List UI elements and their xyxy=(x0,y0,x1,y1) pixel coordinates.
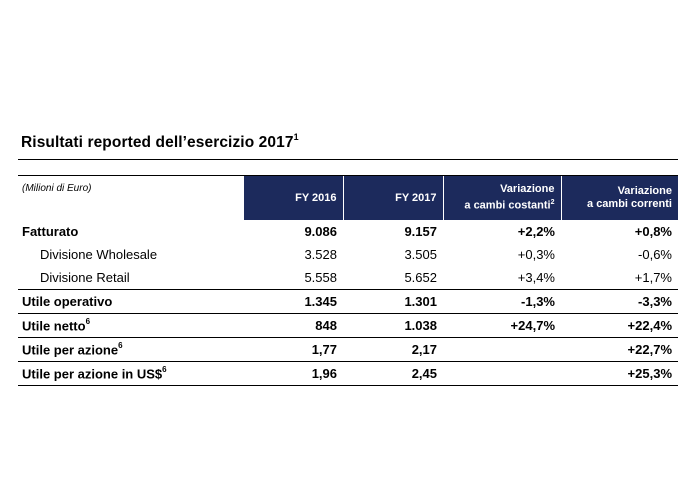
header-var-current: Variazione a cambi correnti xyxy=(560,176,678,220)
cell-var-current: +22,4% xyxy=(561,313,678,338)
cell-fy2017: 2,45 xyxy=(343,361,443,386)
header-var-constant-line2: a cambi costanti xyxy=(464,199,551,212)
row-name: Divisione Retail xyxy=(18,266,243,290)
row-name: Divisione Wholesale xyxy=(40,247,158,262)
header-fy2017: FY 2017 xyxy=(342,176,443,220)
table-row: Utile per azione in US$6 1,96 2,45 +25,3… xyxy=(18,361,678,386)
row-name: Utile operativo xyxy=(18,289,243,314)
cell-fy2016: 1.345 xyxy=(243,289,343,314)
cell-var-constant: +24,7% xyxy=(443,313,561,338)
cell-fy2017: 5.652 xyxy=(343,266,443,290)
unit-label: (Milioni di Euro) xyxy=(22,183,92,194)
table-row: Utile netto6 848 1.038 +24,7% +22,4% xyxy=(18,313,678,338)
cell-fy2017: 1.038 xyxy=(343,313,443,338)
table-row: Utile per azione6 1,77 2,17 +22,7% xyxy=(18,337,678,362)
cell-var-constant: +3,4% xyxy=(443,266,561,290)
cell-var-constant xyxy=(443,337,561,362)
cell-fy2017: 1.301 xyxy=(343,289,443,314)
table-row: Utile operativo 1.345 1.301 -1,3% -3,3% xyxy=(18,289,678,314)
cell-fy2016: 848 xyxy=(243,313,343,338)
header-var-constant-line1: Variazione xyxy=(500,183,555,196)
table-row: Divisione Wholesale 3.528 3.505 +0,3% -0… xyxy=(18,243,678,266)
cell-var-constant: +0,3% xyxy=(517,247,555,262)
header-var-current-line1: Variazione xyxy=(617,185,672,197)
cell-fy2016: 3.528 xyxy=(304,247,337,262)
cell-var-constant xyxy=(443,361,561,386)
cell-var-current: +25,3% xyxy=(561,361,678,386)
cell-var-constant: -1,3% xyxy=(443,289,561,314)
cell-fy2016: 1,96 xyxy=(243,361,343,386)
title-divider xyxy=(18,159,678,160)
page-title: Risultati reported dell’esercizio 20171 xyxy=(21,132,299,152)
header-fy2016: FY 2016 xyxy=(242,176,343,220)
header-var-constant-line2-wrap: a cambi costanti2 xyxy=(444,196,555,213)
row-name-text: Utile per azione in US$ xyxy=(22,366,163,382)
results-table: (Milioni di Euro) FY 2016 FY 2017 Variaz… xyxy=(18,176,678,386)
cell-fy2016: 1,77 xyxy=(243,337,343,362)
header-row: (Milioni di Euro) FY 2016 FY 2017 Variaz… xyxy=(18,176,678,220)
row-name: Fatturato xyxy=(22,224,79,239)
cell-fy2017: 2,17 xyxy=(343,337,443,362)
table-top-divider xyxy=(18,175,678,176)
header-var-current-line2: a cambi correnti xyxy=(587,198,672,210)
title-text: Risultati reported dell’esercizio 2017 xyxy=(21,134,294,152)
cell-fy2017: 9.157 xyxy=(404,224,437,239)
header-var-constant: Variazione a cambi costanti2 xyxy=(442,176,561,220)
cell-var-current: +0,8% xyxy=(634,224,672,239)
row-footnote: 6 xyxy=(118,340,123,350)
row-name-text: Utile per azione xyxy=(22,342,119,358)
table-row: Divisione Retail 5.558 5.652 +3,4% +1,7% xyxy=(18,266,678,290)
cell-fy2016: 9.086 xyxy=(304,224,337,239)
title-footnote: 1 xyxy=(293,132,299,142)
cell-var-current: +1,7% xyxy=(561,266,678,290)
row-name-text: Utile netto xyxy=(22,318,86,334)
header-var-constant-footnote: 2 xyxy=(550,199,555,207)
row-name: Utile per azione in US$6 xyxy=(18,361,243,386)
row-name: Utile per azione6 xyxy=(18,337,243,362)
row-footnote: 6 xyxy=(85,316,91,326)
cell-fy2016: 5.558 xyxy=(243,266,343,290)
row-name: Utile netto6 xyxy=(18,313,243,338)
cell-var-current: -3,3% xyxy=(561,289,678,314)
table-row: Fatturato 9.086 9.157 +2,2% +0,8% xyxy=(18,220,678,243)
row-footnote: 6 xyxy=(162,364,167,374)
cell-var-current: -0,6% xyxy=(638,247,672,262)
cell-var-current: +22,7% xyxy=(561,337,678,362)
cell-fy2017: 3.505 xyxy=(404,247,437,262)
cell-var-constant: +2,2% xyxy=(517,224,555,239)
